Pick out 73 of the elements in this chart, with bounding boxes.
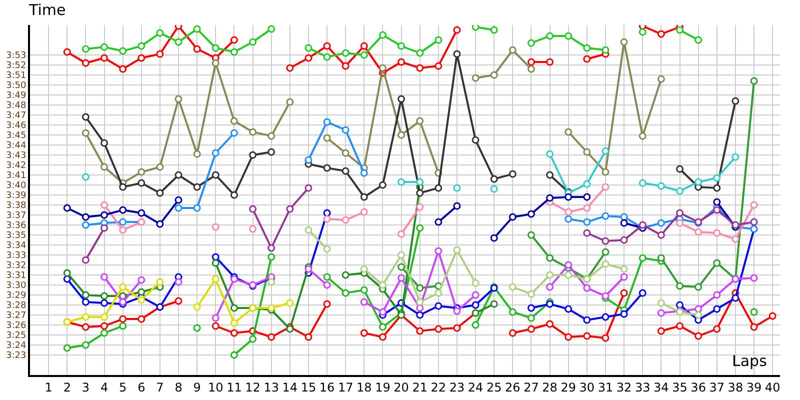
x-tick-label: 11 bbox=[226, 380, 242, 394]
x-tick-label: 15 bbox=[300, 380, 316, 394]
x-tick-label: 6 bbox=[138, 380, 146, 394]
x-tick-label: 37 bbox=[709, 380, 725, 394]
y-tick-label: 3:33 bbox=[6, 251, 26, 262]
x-tick-label: 28 bbox=[542, 380, 558, 394]
y-tick-label: 3:46 bbox=[6, 121, 26, 132]
y-tick-label: 3:44 bbox=[6, 141, 26, 152]
y-tick-label: 3:38 bbox=[6, 201, 26, 212]
y-tick-label: 3:37 bbox=[6, 211, 26, 222]
y-tick-label: 3:53 bbox=[6, 51, 26, 62]
y-tick-label: 3:29 bbox=[6, 291, 26, 302]
x-tick-label: 32 bbox=[616, 380, 632, 394]
y-tick-label: 3:36 bbox=[6, 221, 26, 232]
x-tick-label: 30 bbox=[579, 380, 595, 394]
x-tick-label: 33 bbox=[634, 380, 650, 394]
x-tick-label: 24 bbox=[468, 380, 484, 394]
x-tick-label: 20 bbox=[394, 380, 409, 394]
x-tick-label: 7 bbox=[156, 380, 164, 394]
y-tick-label: 3:39 bbox=[6, 191, 26, 202]
y-tick-label: 3:52 bbox=[6, 61, 26, 72]
x-tick-label: 29 bbox=[560, 380, 576, 394]
y-tick-label: 3:51 bbox=[6, 71, 26, 82]
y-axis-title: Time bbox=[28, 1, 66, 19]
x-tick-label: 8 bbox=[174, 380, 182, 394]
x-tick-label: 26 bbox=[505, 380, 520, 394]
x-tick-label: 16 bbox=[319, 380, 335, 394]
x-tick-label: 38 bbox=[728, 380, 744, 394]
x-tick-label: 3 bbox=[82, 380, 90, 394]
y-tick-label: 3:25 bbox=[6, 331, 26, 342]
x-tick-label: 17 bbox=[338, 380, 354, 394]
x-tick-label: 19 bbox=[375, 380, 390, 394]
y-tick-label: 3:45 bbox=[6, 131, 26, 142]
x-tick-label: 27 bbox=[524, 380, 539, 394]
y-tick-label: 3:32 bbox=[6, 261, 26, 272]
y-tick-label: 3:50 bbox=[6, 81, 26, 92]
y-tick-label: 3:24 bbox=[6, 341, 26, 352]
y-tick-label: 3:35 bbox=[6, 231, 26, 242]
x-tick-label: 23 bbox=[449, 380, 465, 394]
x-tick-label: 40 bbox=[764, 380, 780, 394]
x-tick-label: 34 bbox=[654, 380, 669, 394]
y-tick-label: 3:23 bbox=[6, 351, 26, 362]
y-tick-label: 3:34 bbox=[6, 241, 26, 252]
y-tick-label: 3:30 bbox=[6, 281, 26, 292]
y-tick-label: 3:42 bbox=[6, 161, 26, 172]
x-axis-title: Laps bbox=[732, 352, 768, 370]
y-tick-label: 3:48 bbox=[6, 101, 26, 112]
y-tick-label: 3:28 bbox=[6, 301, 26, 312]
x-tick-label: 35 bbox=[672, 380, 688, 394]
x-tick-label: 14 bbox=[282, 380, 298, 394]
x-tick-label: 22 bbox=[430, 380, 446, 394]
x-tick-label: 1 bbox=[44, 380, 52, 394]
x-tick-label: 25 bbox=[486, 380, 502, 394]
x-tick-label: 4 bbox=[100, 380, 108, 394]
y-tick-label: 3:41 bbox=[6, 171, 26, 182]
y-tick-label: 3:49 bbox=[6, 91, 26, 102]
x-tick-label: 36 bbox=[690, 380, 706, 394]
x-tick-label: 21 bbox=[412, 380, 428, 394]
y-tick-label: 3:43 bbox=[6, 151, 26, 162]
y-tick-label: 3:26 bbox=[6, 321, 26, 332]
x-tick-label: 12 bbox=[245, 380, 260, 394]
x-tick-label: 9 bbox=[193, 380, 201, 394]
x-tick-label: 31 bbox=[598, 380, 614, 394]
x-tick-label: 5 bbox=[119, 380, 127, 394]
x-tick-label: 10 bbox=[208, 380, 224, 394]
y-tick-label: 3:47 bbox=[6, 111, 26, 122]
x-tick-label: 39 bbox=[746, 380, 762, 394]
y-tick-label: 3:27 bbox=[6, 311, 26, 322]
x-tick-label: 18 bbox=[356, 380, 372, 394]
y-tick-label: 3:40 bbox=[6, 181, 26, 192]
x-tick-label: 2 bbox=[63, 380, 71, 394]
y-tick-label: 3:31 bbox=[6, 271, 26, 282]
x-tick-label: 13 bbox=[264, 380, 279, 394]
